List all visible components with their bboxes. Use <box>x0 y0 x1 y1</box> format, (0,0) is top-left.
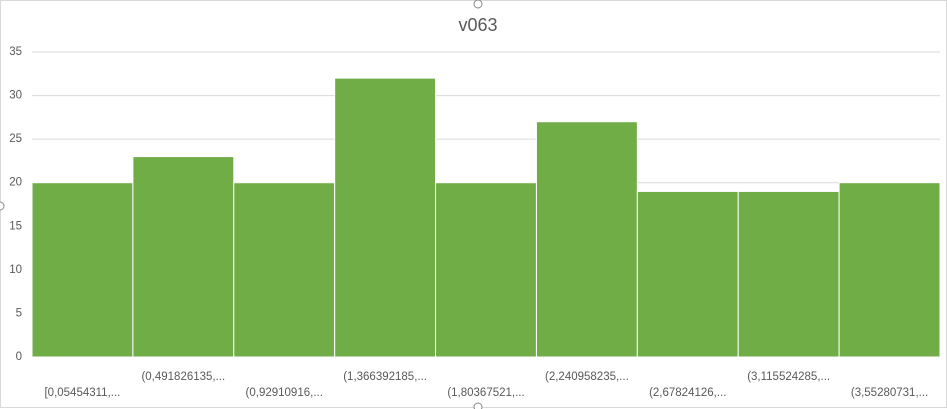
chart-title: v063 <box>458 15 497 35</box>
bar <box>435 182 537 358</box>
bar <box>334 77 437 358</box>
resize-handle[interactable] <box>0 201 5 211</box>
y-tick-label: 30 <box>9 90 22 102</box>
resize-handle[interactable] <box>473 402 483 409</box>
bar <box>737 190 840 358</box>
bar <box>535 121 638 358</box>
y-tick-label: 20 <box>9 177 22 189</box>
bar <box>132 156 235 358</box>
y-tick-label: 5 <box>16 307 22 319</box>
y-tick-label: 10 <box>9 264 22 276</box>
x-tick-label: (3,55280731,... <box>851 387 928 399</box>
y-tick-label: 15 <box>9 220 22 232</box>
bar <box>31 182 134 358</box>
x-tick-label: (0,491826135,... <box>141 371 225 383</box>
bar <box>636 190 739 358</box>
resize-handle[interactable] <box>473 0 483 9</box>
bar <box>838 182 941 358</box>
bar <box>233 182 336 358</box>
x-tick-label: [0,05454311,... <box>44 387 120 399</box>
y-tick-label: 0 <box>16 351 22 363</box>
x-tick-label: (1,366392185,... <box>343 371 427 383</box>
x-tick-label: (2,67824126,... <box>649 387 726 399</box>
x-tick-label: (3,115524285,... <box>747 371 830 383</box>
y-tick-label: 25 <box>9 133 22 145</box>
y-tick-label: 35 <box>9 46 22 58</box>
x-tick-label: (2,240958235,... <box>545 371 629 383</box>
x-tick-label: (0,92910916,... <box>246 387 323 399</box>
x-tick-label: (1,80367521,... <box>447 387 524 399</box>
